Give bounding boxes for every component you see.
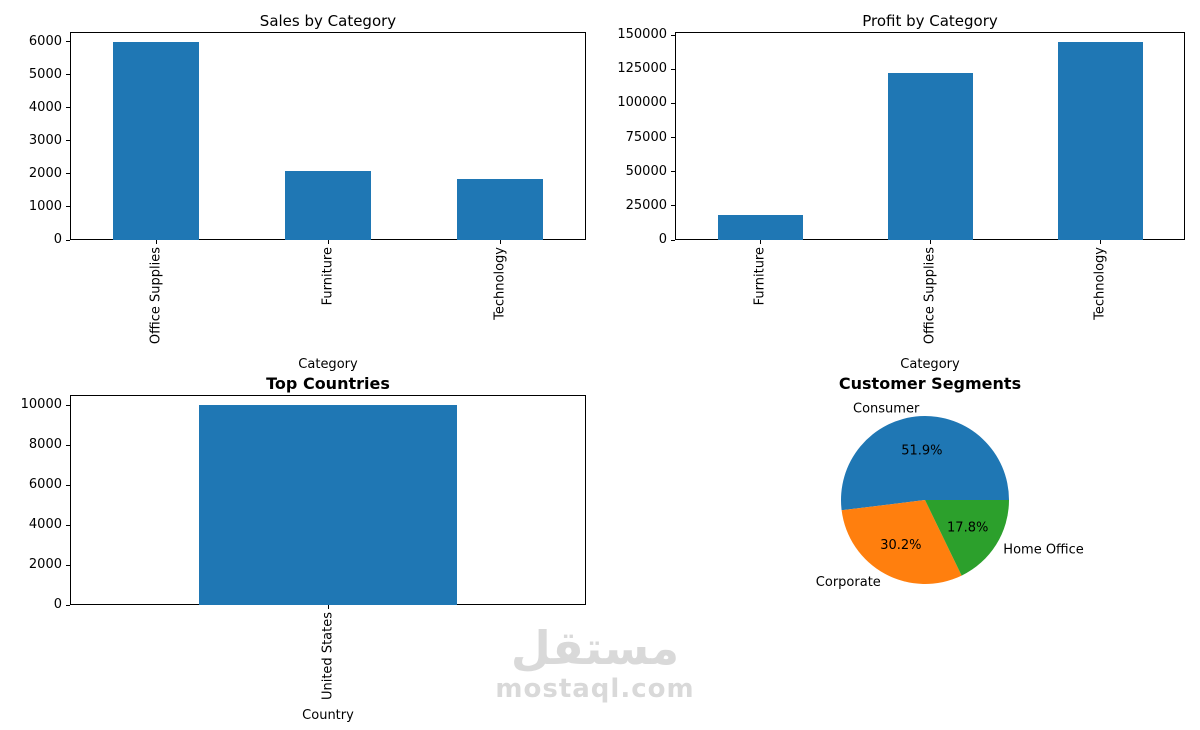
y-tick-mark xyxy=(66,173,70,175)
pie-slice-home-office xyxy=(925,500,1009,576)
y-tick-mark xyxy=(671,34,675,36)
y-tick-label: 25000 xyxy=(625,197,667,213)
y-tick-mark xyxy=(66,140,70,142)
y-tick-label: 3000 xyxy=(28,132,62,148)
y-tick-label: 0 xyxy=(53,597,62,612)
y-tick-mark xyxy=(66,41,70,43)
bar-technology xyxy=(457,178,543,240)
y-tick-label: 4000 xyxy=(28,517,62,532)
bar-united-states xyxy=(199,405,457,605)
x-tick-mark xyxy=(327,605,329,609)
y-tick-label: 0 xyxy=(53,232,62,247)
y-tick-mark xyxy=(66,107,70,109)
watermark-latin-text: mostaql.com xyxy=(495,674,695,704)
x-axis-label-country: Country xyxy=(302,708,354,723)
pie-category-label-home-office: Home Office xyxy=(1003,543,1083,558)
y-tick-label: 6000 xyxy=(28,33,62,49)
y-tick-mark xyxy=(671,68,675,70)
y-tick-label: 75000 xyxy=(625,129,667,145)
y-tick-mark xyxy=(66,74,70,76)
x-axis-label-category-left: Category xyxy=(298,357,358,372)
y-tick-label: 1000 xyxy=(28,198,62,214)
x-tick-mark xyxy=(1099,240,1101,244)
chart-title-customer-segments: Customer Segments xyxy=(838,374,1022,393)
x-tick-label-furniture: Furniture xyxy=(752,247,768,306)
chart-title-profit-by-category: Profit by Category xyxy=(862,12,998,30)
watermark-arabic-text: مستقل xyxy=(510,621,680,675)
x-tick-mark xyxy=(929,240,931,244)
y-tick-mark xyxy=(66,206,70,208)
pie-percent-label-home-office: 17.8% xyxy=(947,520,988,535)
chart-title-sales-by-category: Sales by Category xyxy=(259,12,397,30)
y-tick-mark xyxy=(671,137,675,139)
x-tick-mark xyxy=(759,240,761,244)
pie-slice-corporate xyxy=(841,500,962,584)
y-tick-mark xyxy=(66,524,70,526)
customer-segments-pie-chart: 51.9% Consumer 30.2% Corporate 17.8% Home Off… xyxy=(816,401,1084,590)
x-tick-mark xyxy=(155,240,157,244)
x-tick-label-technology: Technology xyxy=(492,247,508,320)
y-tick-label: 4000 xyxy=(28,99,62,115)
y-tick-mark xyxy=(671,102,675,104)
y-tick-label: 8000 xyxy=(28,437,62,452)
y-tick-mark xyxy=(66,564,70,566)
x-tick-label-office-supplies: Office Supplies xyxy=(922,247,938,345)
y-tick-mark xyxy=(66,404,70,406)
y-tick-label: 100000 xyxy=(617,95,667,111)
y-tick-label: 5000 xyxy=(28,66,62,82)
y-tick-mark xyxy=(66,604,70,606)
pie-percent-label-corporate: 30.2% xyxy=(880,538,921,553)
pie-slice-consumer xyxy=(841,416,1009,511)
y-tick-mark xyxy=(671,171,675,173)
y-tick-mark xyxy=(66,484,70,486)
y-tick-mark xyxy=(66,444,70,446)
y-tick-mark xyxy=(66,239,70,241)
pie-percent-label-consumer: 51.9% xyxy=(901,443,942,458)
y-tick-label: 125000 xyxy=(617,61,667,77)
bar-furniture xyxy=(285,170,371,240)
watermark: مستقل mostaql.com xyxy=(345,622,845,704)
y-tick-label: 2000 xyxy=(28,557,62,572)
y-tick-mark xyxy=(671,205,675,207)
x-tick-label-technology: Technology xyxy=(1092,247,1108,320)
pie-category-label-corporate: Corporate xyxy=(816,575,881,590)
y-tick-label: 2000 xyxy=(28,165,62,181)
bar-furniture xyxy=(717,215,803,240)
bar-technology xyxy=(1057,41,1143,240)
bar-office-supplies xyxy=(113,41,199,240)
y-tick-label: 10000 xyxy=(20,397,62,412)
pie-category-label-consumer: Consumer xyxy=(853,401,920,416)
x-axis-label-category-right: Category xyxy=(900,357,960,372)
x-tick-label-furniture: Furniture xyxy=(320,247,336,306)
x-tick-mark xyxy=(499,240,501,244)
y-tick-label: 50000 xyxy=(625,163,667,179)
y-tick-mark xyxy=(671,239,675,241)
y-tick-label: 150000 xyxy=(617,27,667,43)
x-tick-mark xyxy=(327,240,329,244)
y-tick-label: 6000 xyxy=(28,477,62,492)
chart-title-top-countries: Top Countries xyxy=(266,374,390,393)
y-tick-label: 0 xyxy=(658,232,667,247)
bar-office-supplies xyxy=(887,73,973,240)
x-tick-label-united-states: United States xyxy=(320,612,336,701)
x-tick-label-office-supplies: Office Supplies xyxy=(148,247,164,345)
